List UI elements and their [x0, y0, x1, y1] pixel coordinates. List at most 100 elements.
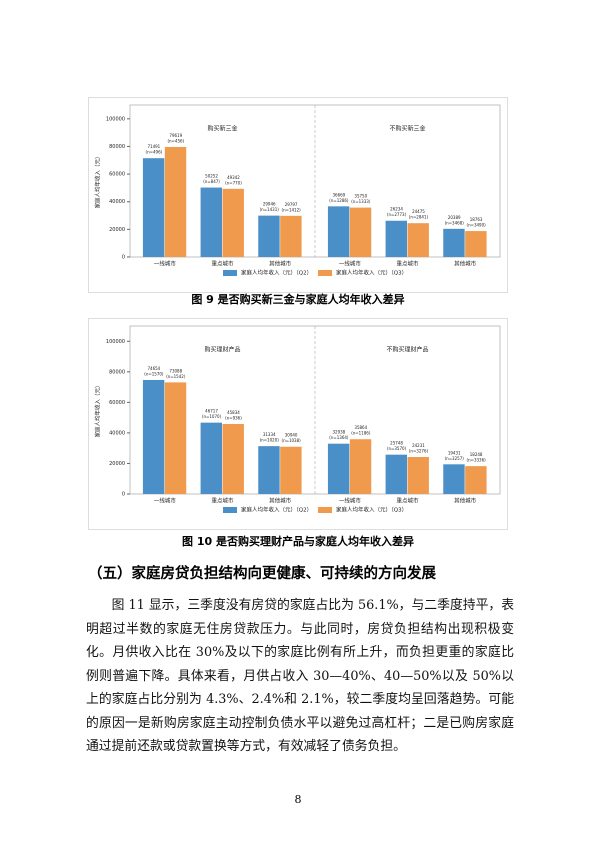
legend-label: 家庭人均年收入（元）（Q2）	[241, 506, 312, 514]
value-label: 26234	[390, 207, 403, 212]
figure-caption: 图 10 是否购买理财产品与家庭人均年收入差异	[182, 535, 414, 548]
bar	[349, 207, 372, 257]
x-tick-label: 重点城市	[396, 260, 419, 268]
frame	[88, 97, 508, 293]
y-tick-label: 100000	[106, 116, 125, 122]
value-label: 18763	[470, 217, 483, 222]
x-tick-label: 重点城市	[396, 497, 419, 505]
bar	[142, 379, 165, 494]
y-axis-label: 家庭人均年收入（元）	[94, 153, 102, 208]
x-tick-label: 其他城市	[454, 260, 477, 268]
y-tick-label: 0	[122, 492, 125, 498]
legend-swatch	[223, 270, 237, 276]
bar	[222, 188, 244, 257]
x-tick-label: 其他城市	[269, 497, 292, 505]
value-label: 46717	[205, 409, 218, 414]
value-label: 18248	[470, 452, 483, 457]
n-label: (n=3336)	[467, 458, 487, 463]
chart: 0 20000 40000 60000 80000 100000 家庭人均年收入（元） 购买理…	[88, 318, 508, 530]
bar	[164, 382, 187, 494]
value-label: 73088	[169, 368, 182, 373]
x-tick-label: 一线城市	[339, 497, 362, 505]
y-tick-label: 40000	[109, 199, 125, 205]
x-tick-label: 一线城市	[154, 497, 177, 505]
value-label: 24475	[412, 209, 425, 214]
bar	[258, 446, 280, 494]
bar	[280, 215, 302, 257]
legend-label: 家庭人均年收入（元）（Q3）	[336, 506, 407, 514]
bar	[327, 443, 350, 494]
y-tick-label: 60000	[109, 400, 125, 406]
section-heading: （五）家庭房贷负担结构向更健康、可持续的方向发展	[88, 565, 436, 582]
y-axis-label: 家庭人均年收入（元）	[94, 382, 102, 437]
n-label: (n=1038)	[282, 438, 302, 443]
value-label: 20389	[448, 215, 461, 220]
value-label: 31334	[263, 432, 276, 437]
n-label: (n=3257)	[445, 456, 465, 461]
n-label: (n=1286)	[329, 198, 349, 203]
n-label: (n=1412)	[282, 207, 302, 212]
n-label: (n=770)	[225, 180, 242, 185]
x-tick-label: 一线城市	[339, 260, 362, 268]
x-tick-label: 其他城市	[454, 497, 477, 505]
value-label: 79619	[169, 133, 182, 138]
n-label: (n=496)	[146, 150, 163, 155]
bar	[443, 464, 465, 494]
value-label: 71491	[148, 144, 161, 149]
page-number: 8	[294, 793, 302, 806]
bar	[349, 439, 372, 494]
y-tick-label: 0	[122, 255, 125, 261]
n-label: (n=1186)	[351, 431, 371, 436]
bar	[407, 456, 429, 494]
value-label: 30940	[285, 433, 298, 438]
y-tick-label: 20000	[109, 227, 125, 233]
n-label: (n=2773)	[387, 212, 407, 217]
x-tick-label: 一线城市	[154, 260, 177, 268]
n-label: (n=1431)	[260, 207, 280, 212]
chart: 0 20000 40000 60000 80000 100000 家庭人均年收入（元） 购买新…	[88, 97, 508, 293]
legend-swatch	[318, 507, 332, 513]
panel-title: 购买理财产品	[204, 346, 240, 354]
frame	[88, 318, 508, 530]
bar	[465, 466, 487, 494]
n-label: (n=3276)	[409, 448, 429, 453]
value-label: 25748	[390, 441, 403, 446]
value-label: 35750	[354, 194, 367, 199]
n-label: (n=1364)	[329, 435, 349, 440]
x-tick-label: 其他城市	[269, 260, 292, 268]
bar	[258, 215, 280, 257]
value-label: 19431	[448, 450, 461, 455]
bar	[327, 206, 350, 257]
n-label: (n=1333)	[351, 199, 371, 204]
value-label: 50252	[205, 174, 218, 179]
y-tick-label: 20000	[109, 461, 125, 467]
n-label: (n=1542)	[166, 374, 186, 379]
bar	[465, 231, 487, 257]
n-label: (n=936)	[225, 415, 242, 420]
bar	[407, 223, 429, 257]
y-tick-label: 80000	[109, 369, 125, 375]
value-label: 45834	[227, 410, 240, 415]
panel-title: 不购买理财产品	[386, 346, 428, 354]
bar	[385, 220, 407, 257]
y-tick-label: 40000	[109, 430, 125, 436]
figure-caption: 图 9 是否购买新三金与家庭人均年收入差异	[191, 293, 405, 306]
legend-label: 家庭人均年收入（元）（Q2）	[241, 269, 312, 277]
paragraph: 图 11 显示，三季度没有房贷的家庭占比为 56.1%，与二季度持平，表明超过半…	[86, 598, 514, 754]
n-label: (n=2841)	[409, 215, 429, 220]
n-label: (n=1570)	[144, 371, 164, 376]
legend-label: 家庭人均年收入（元）（Q3）	[336, 269, 407, 277]
n-label: (n=456)	[167, 138, 184, 143]
bar	[200, 187, 222, 257]
bar	[142, 158, 165, 257]
value-label: 32938	[333, 430, 346, 435]
n-label: (n=3570)	[387, 446, 407, 451]
bar	[385, 454, 407, 494]
n-label: (n=1020)	[260, 438, 280, 443]
bar	[222, 423, 244, 494]
x-tick-label: 重点城市	[211, 497, 234, 505]
value-label: 29797	[285, 202, 298, 207]
value-label: 49342	[227, 175, 240, 180]
value-label: 24231	[412, 443, 425, 448]
